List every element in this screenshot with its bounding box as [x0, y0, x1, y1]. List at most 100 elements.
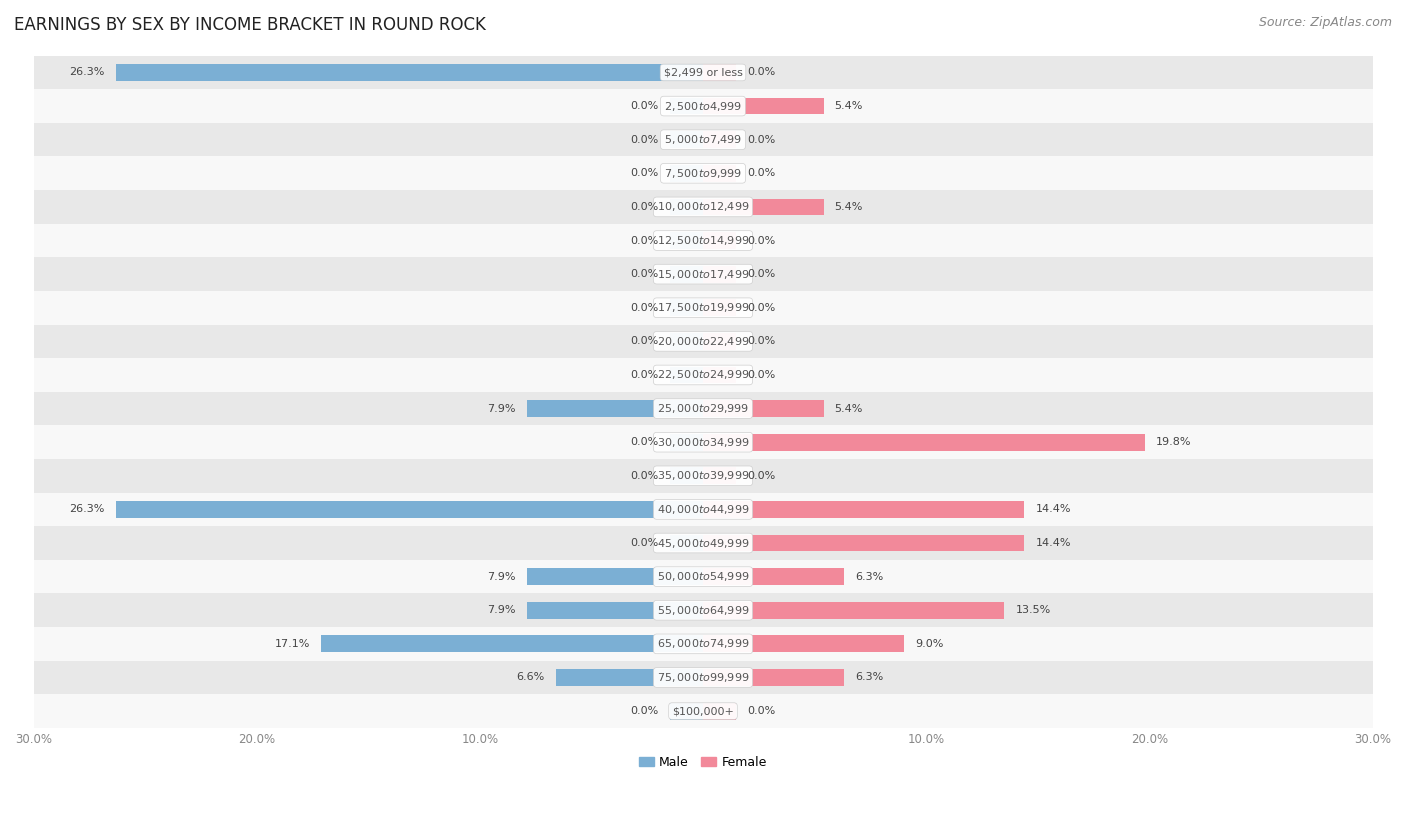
Bar — [669, 165, 703, 181]
Text: 0.0%: 0.0% — [630, 202, 658, 212]
Bar — [703, 400, 824, 417]
Text: $17,500 to $19,999: $17,500 to $19,999 — [657, 302, 749, 315]
Legend: Male, Female: Male, Female — [640, 756, 766, 769]
Text: 19.8%: 19.8% — [1156, 437, 1191, 447]
Text: $22,500 to $24,999: $22,500 to $24,999 — [657, 368, 749, 381]
Bar — [34, 190, 1372, 224]
Text: 26.3%: 26.3% — [69, 504, 105, 515]
Text: 26.3%: 26.3% — [69, 67, 105, 77]
Bar — [34, 425, 1372, 459]
Text: 0.0%: 0.0% — [748, 67, 776, 77]
Text: 0.0%: 0.0% — [748, 135, 776, 145]
Text: Source: ZipAtlas.com: Source: ZipAtlas.com — [1258, 16, 1392, 29]
Text: 0.0%: 0.0% — [630, 437, 658, 447]
Bar — [669, 98, 703, 115]
Text: $10,000 to $12,499: $10,000 to $12,499 — [657, 201, 749, 213]
Bar — [703, 367, 737, 384]
Bar — [703, 702, 737, 720]
Text: 5.4%: 5.4% — [835, 202, 863, 212]
Text: 7.9%: 7.9% — [486, 403, 516, 414]
Text: $35,000 to $39,999: $35,000 to $39,999 — [657, 469, 749, 482]
Text: 0.0%: 0.0% — [630, 538, 658, 548]
Text: $40,000 to $44,999: $40,000 to $44,999 — [657, 503, 749, 516]
Bar — [34, 224, 1372, 258]
Bar — [703, 64, 737, 80]
Bar — [669, 198, 703, 215]
Bar — [34, 324, 1372, 359]
Bar — [669, 333, 703, 350]
Bar — [34, 560, 1372, 593]
Text: 0.0%: 0.0% — [630, 168, 658, 178]
Text: $12,500 to $14,999: $12,500 to $14,999 — [657, 234, 749, 247]
Bar — [703, 165, 737, 181]
Text: 14.4%: 14.4% — [1035, 504, 1071, 515]
Text: $25,000 to $29,999: $25,000 to $29,999 — [657, 402, 749, 415]
Bar — [34, 55, 1372, 89]
Bar — [703, 535, 1025, 551]
Bar — [669, 299, 703, 316]
Text: $5,000 to $7,499: $5,000 to $7,499 — [664, 133, 742, 146]
Text: 5.4%: 5.4% — [835, 101, 863, 111]
Text: $45,000 to $49,999: $45,000 to $49,999 — [657, 537, 749, 550]
Text: $20,000 to $22,499: $20,000 to $22,499 — [657, 335, 749, 348]
Text: EARNINGS BY SEX BY INCOME BRACKET IN ROUND ROCK: EARNINGS BY SEX BY INCOME BRACKET IN ROU… — [14, 16, 486, 34]
Bar — [669, 467, 703, 485]
Text: 0.0%: 0.0% — [630, 706, 658, 716]
Text: 0.0%: 0.0% — [630, 135, 658, 145]
Bar — [34, 694, 1372, 728]
Bar — [117, 64, 703, 80]
Bar — [527, 400, 703, 417]
Bar — [34, 459, 1372, 493]
Text: $2,500 to $4,999: $2,500 to $4,999 — [664, 99, 742, 112]
Bar — [34, 392, 1372, 425]
Bar — [703, 198, 824, 215]
Text: $100,000+: $100,000+ — [672, 706, 734, 716]
Bar — [527, 568, 703, 585]
Bar — [703, 266, 737, 283]
Text: $65,000 to $74,999: $65,000 to $74,999 — [657, 637, 749, 650]
Text: 0.0%: 0.0% — [630, 101, 658, 111]
Bar — [34, 359, 1372, 392]
Text: $2,499 or less: $2,499 or less — [664, 67, 742, 77]
Bar — [34, 89, 1372, 123]
Bar — [669, 434, 703, 450]
Bar — [34, 526, 1372, 560]
Text: $30,000 to $34,999: $30,000 to $34,999 — [657, 436, 749, 449]
Text: 0.0%: 0.0% — [748, 706, 776, 716]
Text: 0.0%: 0.0% — [630, 337, 658, 346]
Bar — [669, 367, 703, 384]
Text: 7.9%: 7.9% — [486, 605, 516, 615]
Text: 0.0%: 0.0% — [748, 168, 776, 178]
Text: 14.4%: 14.4% — [1035, 538, 1071, 548]
Text: 6.3%: 6.3% — [855, 672, 883, 682]
Text: 7.9%: 7.9% — [486, 572, 516, 581]
Text: 6.3%: 6.3% — [855, 572, 883, 581]
Bar — [34, 493, 1372, 526]
Text: 0.0%: 0.0% — [748, 471, 776, 480]
Text: 0.0%: 0.0% — [630, 236, 658, 246]
Bar — [34, 123, 1372, 156]
Text: 0.0%: 0.0% — [748, 236, 776, 246]
Bar — [669, 535, 703, 551]
Bar — [703, 636, 904, 652]
Text: 17.1%: 17.1% — [274, 639, 311, 649]
Bar — [34, 661, 1372, 694]
Bar — [117, 501, 703, 518]
Text: 0.0%: 0.0% — [748, 269, 776, 279]
Text: $50,000 to $54,999: $50,000 to $54,999 — [657, 570, 749, 583]
Bar — [34, 627, 1372, 661]
Bar — [322, 636, 703, 652]
Bar — [703, 131, 737, 148]
Text: 0.0%: 0.0% — [748, 337, 776, 346]
Text: 6.6%: 6.6% — [516, 672, 544, 682]
Bar — [669, 131, 703, 148]
Bar — [703, 233, 737, 249]
Text: $15,000 to $17,499: $15,000 to $17,499 — [657, 267, 749, 280]
Text: 13.5%: 13.5% — [1015, 605, 1050, 615]
Text: 0.0%: 0.0% — [630, 302, 658, 313]
Bar — [669, 702, 703, 720]
Bar — [703, 98, 824, 115]
Text: $55,000 to $64,999: $55,000 to $64,999 — [657, 604, 749, 617]
Bar — [703, 434, 1144, 450]
Text: 0.0%: 0.0% — [748, 370, 776, 380]
